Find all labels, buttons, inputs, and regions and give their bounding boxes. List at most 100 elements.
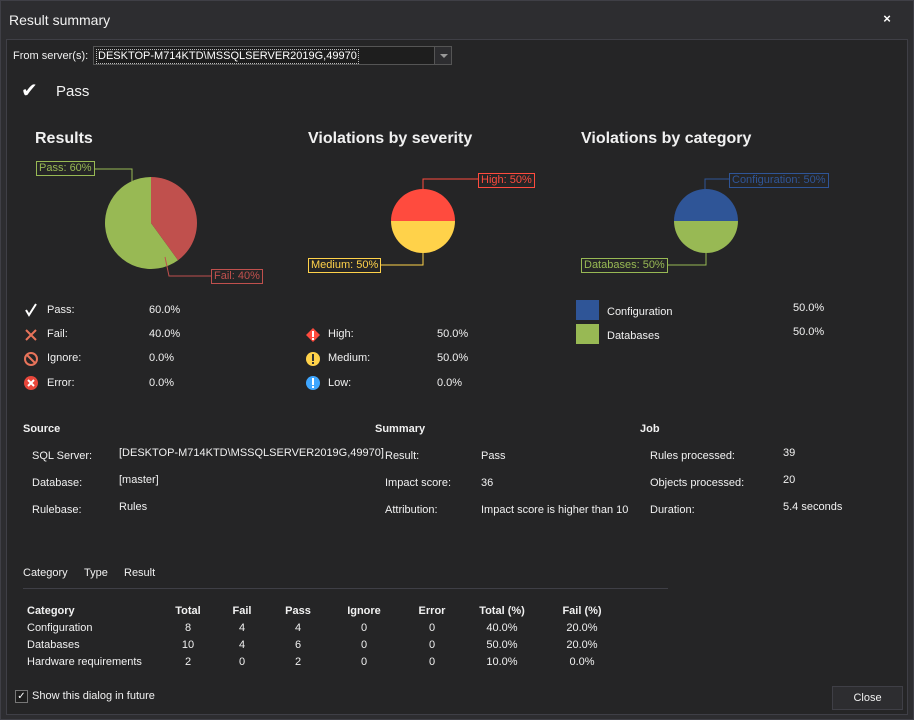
show-dialog-checkbox-label[interactable]: Show this dialog in future — [32, 690, 155, 702]
severity-pie — [391, 189, 455, 253]
job-objects-value: 20 — [783, 474, 796, 486]
legend-high-label: High: — [328, 328, 354, 340]
col-total-header[interactable]: Total — [175, 604, 201, 617]
source-sql-server-label: SQL Server: — [32, 450, 93, 462]
source-rulebase-value: Rules — [119, 501, 148, 513]
table-row[interactable]: Databases 10 4 6 0 0 50.0% 20.0% — [27, 636, 615, 653]
title-bar: Result summary × — [1, 1, 913, 39]
source-sql-server-value: [DESKTOP-M714KTD\MSSQLSERVER2019G,49970] — [119, 447, 384, 459]
summary-attribution-label: Attribution: — [385, 504, 438, 516]
table-cell: 4 — [238, 621, 246, 634]
source-title: Source — [23, 423, 61, 435]
job-rules-label: Rules processed: — [650, 450, 735, 462]
legend-configuration-value: 50.0% — [793, 302, 825, 314]
tab-result[interactable]: Result — [124, 567, 156, 579]
table-cell: 6 — [294, 638, 302, 651]
legend-error-label: Error: — [47, 377, 75, 389]
col-pass-header[interactable]: Pass — [285, 604, 311, 617]
legend-pass-value: 60.0% — [149, 304, 181, 316]
databases-callout: Databases: 50% — [581, 258, 668, 273]
configuration-swatch — [576, 300, 599, 320]
fail-callout: Fail: 40% — [211, 269, 263, 284]
table-row[interactable]: Configuration 8 4 4 0 0 40.0% 20.0% — [27, 619, 615, 636]
legend-databases-label: Databases — [607, 330, 660, 342]
table-cell: 40.0% — [486, 621, 518, 634]
source-database-label: Database: — [32, 477, 83, 489]
show-dialog-checkbox[interactable]: ✓ — [15, 690, 28, 703]
server-dropdown-value: DESKTOP-M714KTD\MSSQLSERVER2019G,49970 — [96, 49, 359, 64]
tab-type[interactable]: Type — [84, 567, 108, 579]
summary-result-label: Result: — [385, 450, 420, 462]
table-cell: 10 — [181, 638, 195, 651]
high-severity-icon — [306, 328, 320, 342]
legend-ignore-label: Ignore: — [47, 352, 82, 364]
table-cell: 0.0% — [569, 655, 595, 668]
legend-fail-label: Fail: — [47, 328, 68, 340]
summary-result-value: Pass — [481, 450, 506, 462]
group-by-tabs: Category Type Result — [23, 567, 668, 589]
legend-medium-label: Medium: — [328, 352, 371, 364]
close-icon[interactable]: × — [883, 11, 891, 26]
table-cell: Hardware requirements — [27, 655, 142, 668]
table-cell: Configuration — [27, 621, 93, 634]
tab-category[interactable]: Category — [23, 567, 68, 579]
col-ignore-header[interactable]: Ignore — [347, 604, 381, 617]
summary-title: Summary — [375, 423, 426, 435]
category-chart-title: Violations by category — [581, 130, 752, 147]
chevron-down-icon[interactable] — [434, 47, 451, 64]
legend-low-label: Low: — [328, 377, 352, 389]
legend-databases-value: 50.0% — [793, 326, 825, 338]
window-title: Result summary — [9, 12, 111, 28]
col-fail-pct-header[interactable]: Fail (%) — [562, 604, 602, 617]
pie-slice-databases — [674, 221, 738, 253]
legend-pass-label: Pass: — [47, 304, 75, 316]
job-objects-label: Objects processed: — [650, 477, 745, 489]
medium-callout-line — [381, 251, 424, 266]
low-severity-icon — [306, 376, 320, 390]
table-row[interactable]: Hardware requirements 2 0 2 0 0 10.0% 0.… — [27, 653, 615, 670]
medium-severity-icon — [306, 352, 320, 366]
server-label: From server(s): — [13, 50, 89, 62]
pie-slice-pass — [105, 177, 179, 269]
fail-callout-line — [164, 256, 211, 277]
job-duration-label: Duration: — [650, 504, 695, 516]
pie-slice-fail — [151, 177, 198, 261]
table-cell: Databases — [27, 638, 80, 651]
source-database-value: [master] — [119, 474, 159, 486]
legend-medium-value: 50.0% — [437, 352, 469, 364]
table-cell: 10.0% — [486, 655, 518, 668]
table-cell: 20.0% — [566, 621, 598, 634]
close-button[interactable]: Close — [832, 686, 903, 710]
pass-callout-line — [95, 168, 133, 183]
summary-attribution-value: Impact score is higher than 10 — [481, 504, 629, 516]
table-cell: 2 — [184, 655, 192, 668]
server-dropdown[interactable]: DESKTOP-M714KTD\MSSQLSERVER2019G,49970 — [93, 46, 452, 65]
configuration-callout-line — [704, 178, 729, 191]
status-label: Pass — [56, 83, 90, 100]
results-pie — [105, 177, 198, 269]
table-header-row: Category Total Fail Pass Ignore Error To… — [27, 602, 615, 619]
check-icon: ✔ — [21, 80, 38, 102]
col-category-header[interactable]: Category — [27, 604, 75, 617]
results-chart-title: Results — [35, 130, 93, 147]
databases-swatch — [576, 324, 599, 344]
check-icon — [25, 303, 37, 317]
source-rulebase-label: Rulebase: — [32, 504, 82, 516]
ignore-icon — [24, 352, 38, 366]
pie-slice-high — [391, 189, 455, 221]
col-error-header[interactable]: Error — [418, 604, 446, 617]
charts-svg — [95, 168, 738, 277]
table-cell: 20.0% — [566, 638, 598, 651]
table-cell: 0 — [238, 655, 246, 668]
legend-high-value: 50.0% — [437, 328, 469, 340]
col-fail-header[interactable]: Fail — [232, 604, 252, 617]
pass-callout: Pass: 60% — [36, 161, 95, 176]
dialog-content: From server(s): DESKTOP-M714KTD\MSSQLSER… — [6, 39, 908, 715]
job-rules-value: 39 — [783, 447, 796, 459]
pie-slice-medium — [391, 221, 455, 253]
x-icon — [25, 329, 37, 341]
col-total-pct-header[interactable]: Total (%) — [479, 604, 525, 617]
summary-impact-label: Impact score: — [385, 477, 452, 489]
legend-error-value: 0.0% — [149, 377, 175, 389]
